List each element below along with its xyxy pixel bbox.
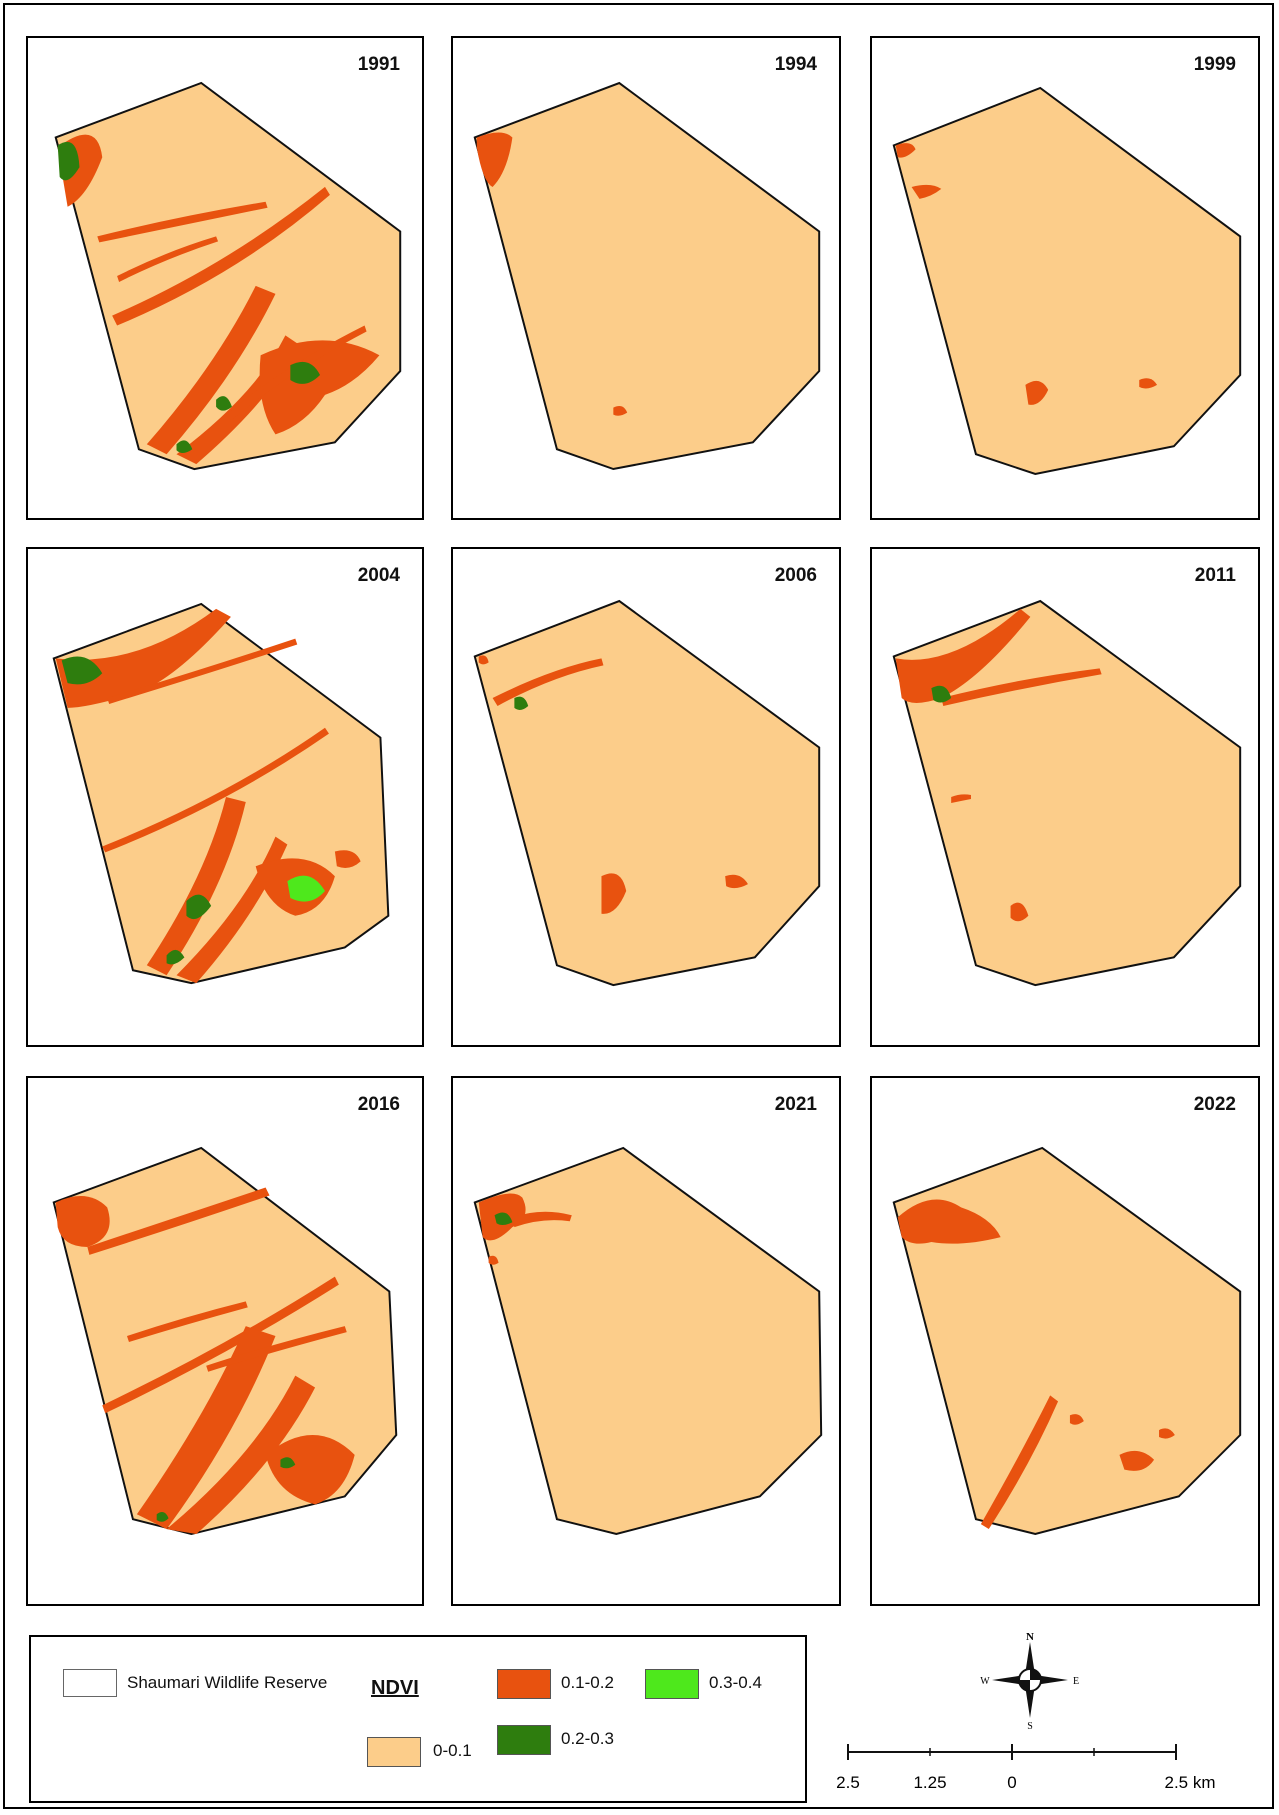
compass-n: N: [1026, 1631, 1034, 1643]
legend-swatch-0.3-0.4: [645, 1669, 699, 1699]
panel-year: 2011: [1194, 565, 1236, 586]
legend-swatch-0.1-0.2: [497, 1669, 551, 1699]
map-panel-1999: 1999: [870, 36, 1260, 520]
legend-swatch-reserve: [63, 1669, 117, 1697]
panel-year: 2004: [357, 565, 400, 586]
map-panel-2006: 2006: [451, 547, 841, 1047]
reserve-map-2004: [52, 602, 390, 985]
north-arrow-compass: N S E W: [980, 1630, 1080, 1732]
scale-bar: 2.5 1.25 0 2.5 km: [830, 1740, 1250, 1810]
legend-swatch-0-0.1: [367, 1737, 421, 1767]
legend-ndvi-title: NDVI: [371, 1677, 419, 1699]
scale-label-right: 2.5 km: [1164, 1773, 1215, 1792]
reserve-map-2006: [473, 599, 821, 987]
reserve-map-2016: [52, 1146, 398, 1536]
legend-swatch-0.2-0.3: [497, 1725, 551, 1755]
map-panel-2021: 2021: [451, 1076, 841, 1606]
panel-year: 2016: [357, 1094, 400, 1115]
legend-label-0.3-0.4: 0.3-0.4: [709, 1673, 762, 1692]
reserve-map-1991: [54, 81, 402, 471]
map-panel-1991: 1991: [26, 36, 424, 520]
map-panel-2016: 2016: [26, 1076, 424, 1606]
legend-label-0.1-0.2: 0.1-0.2: [561, 1673, 614, 1692]
map-panel-1994: 1994: [451, 36, 841, 520]
map-panel-2004: 2004: [26, 547, 424, 1047]
panel-year: 1991: [357, 54, 400, 75]
compass-s: S: [1027, 1721, 1033, 1730]
panel-year: 2022: [1193, 1094, 1236, 1115]
map-panel-2011: 2011: [870, 547, 1260, 1047]
reserve-map-2022: [892, 1146, 1242, 1536]
reserve-map-2011: [892, 599, 1242, 987]
panel-year: 1999: [1193, 54, 1236, 75]
reserve-map-2021: [473, 1146, 823, 1536]
reserve-map-1999: [892, 86, 1242, 475]
legend-label-0.2-0.3: 0.2-0.3: [561, 1729, 614, 1748]
compass-e: E: [1073, 1676, 1079, 1687]
scale-label-mid: 1.25: [913, 1773, 946, 1792]
scale-label-left: 2.5: [836, 1773, 860, 1792]
map-panel-2022: 2022: [870, 1076, 1260, 1606]
legend-label-0-0.1: 0-0.1: [433, 1741, 472, 1760]
panel-year: 1994: [774, 54, 817, 75]
legend-reserve-label: Shaumari Wildlife Reserve: [127, 1673, 328, 1692]
panel-year: 2006: [774, 565, 817, 586]
scale-label-zero: 0: [1007, 1773, 1016, 1792]
panel-year: 2021: [774, 1094, 817, 1115]
reserve-map-1994: [473, 81, 821, 471]
compass-w: W: [980, 1676, 990, 1687]
legend: Shaumari Wildlife Reserve NDVI 0-0.1 0.1…: [29, 1635, 807, 1803]
map-frame: [3, 3, 1274, 1809]
